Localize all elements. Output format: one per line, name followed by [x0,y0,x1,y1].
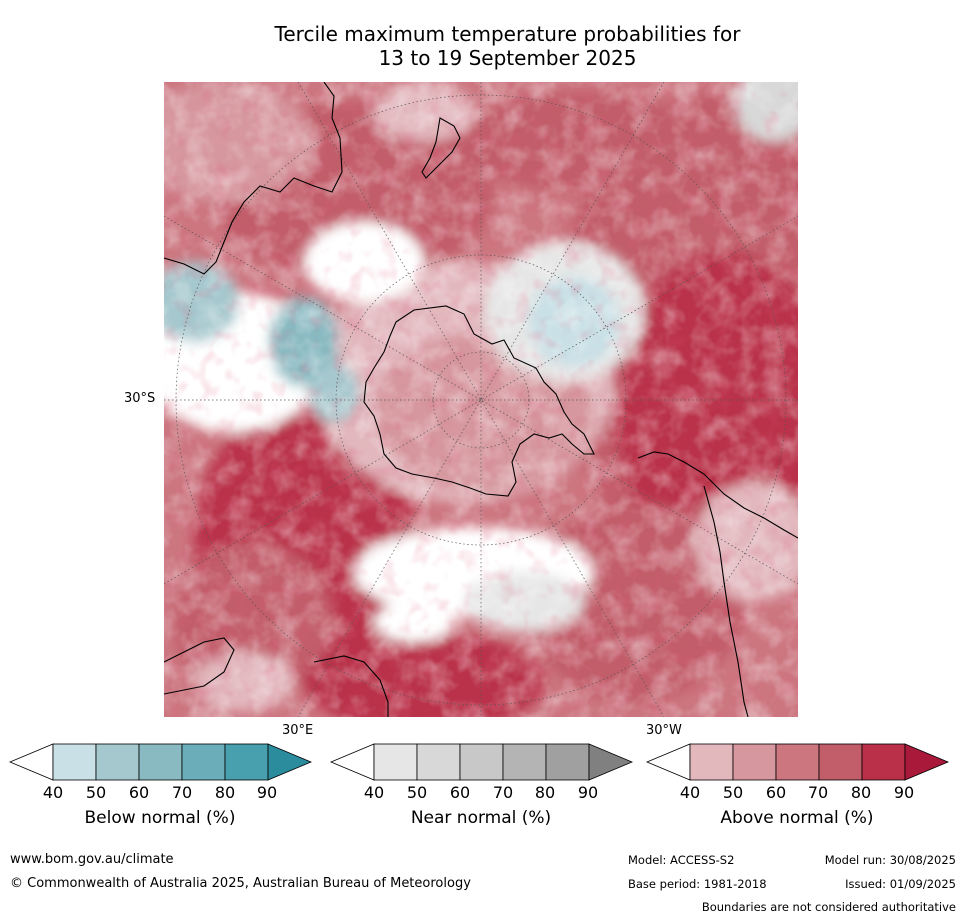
boundaries-disclaimer: Boundaries are not considered authoritat… [701,900,956,914]
colorbar-swatch [224,743,269,781]
probability-map [164,82,798,717]
colorbar-extension-high [588,743,634,781]
colorbar-above-svg [645,743,950,781]
colorbar-title-above: Above normal (%) [720,808,874,828]
antarctica-coastline [363,305,595,497]
colorbar-above-normal [645,743,950,781]
colorbar-extension-low [8,743,54,781]
colorbar-swatch [373,743,418,781]
colorbar-near-normal [329,743,634,781]
tick-label: 80 [214,783,236,802]
tick-label: 40 [679,783,701,802]
chart-title: Tercile maximum temperature probabilitie… [165,22,850,70]
tick-label: 80 [850,783,872,802]
colorbar-swatch [95,743,140,781]
tick-label: 80 [534,783,556,802]
coastlines [164,82,798,717]
colorbar-swatch [545,743,590,781]
colorbar-swatch [775,743,820,781]
colorbar-title-below: Below normal (%) [84,808,236,828]
colorbar-extension-low [645,743,691,781]
colorbar-extension-high [267,743,313,781]
colorbar-swatch [689,743,734,781]
tick-label: 70 [492,783,514,802]
graticule [164,82,798,717]
africa-coastline [164,637,389,717]
tick-label: 50 [406,783,428,802]
colorbar-swatch [502,743,547,781]
colorbar-swatch [732,743,777,781]
latitude-label: 30°S [124,391,156,406]
tick-label: 60 [128,783,150,802]
colorbar-below-svg [8,743,313,781]
tick-label: 90 [256,783,278,802]
tick-label: 90 [577,783,599,802]
colorbar-extension-low [329,743,375,781]
australia-coastline [164,82,343,275]
issued-date: Issued: 01/09/2025 [845,877,956,891]
colorbar-swatch [138,743,183,781]
colorbar-swatch [181,743,226,781]
colorbar-swatch [459,743,504,781]
tick-label: 50 [85,783,107,802]
model-run-date: Model run: 30/08/2025 [824,853,956,867]
colorbar-swatch [861,743,906,781]
model-name: Model: ACCESS-S2 [628,853,735,867]
tick-label: 60 [765,783,787,802]
colorbar-swatch [52,743,97,781]
title-line-1: Tercile maximum temperature probabilitie… [274,22,741,46]
longitude-label-west: 30°W [646,723,682,738]
colorbar-title-near: Near normal (%) [410,808,552,828]
title-line-2: 13 to 19 September 2025 [378,46,637,70]
tick-label: 40 [42,783,64,802]
copyright-notice: © Commonwealth of Australia 2025, Austra… [10,876,471,891]
south-america-coastline [637,451,798,717]
colorbar-swatch [416,743,461,781]
colorbar-extension-high [904,743,950,781]
colorbar-swatch [818,743,863,781]
new-zealand-coastline [421,117,461,179]
colorbar-near-svg [329,743,634,781]
colorbar-below-normal [8,743,313,781]
map-canvas [164,82,798,717]
longitude-label-east: 30°E [282,723,314,738]
tick-label: 90 [893,783,915,802]
tick-label: 70 [171,783,193,802]
base-period: Base period: 1981-2018 [628,877,767,891]
website-link[interactable]: www.bom.gov.au/climate [10,852,174,867]
tick-label: 50 [722,783,744,802]
tick-label: 40 [363,783,385,802]
tick-label: 60 [449,783,471,802]
tick-label: 70 [807,783,829,802]
